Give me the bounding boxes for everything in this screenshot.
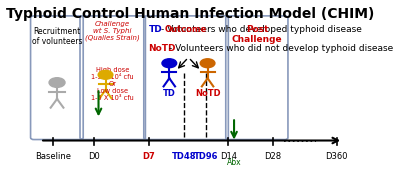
Text: NoTD: NoTD: [195, 89, 220, 98]
Text: Recruitment
of volunteers: Recruitment of volunteers: [32, 26, 82, 46]
Text: TD48: TD48: [172, 152, 196, 161]
Text: High dose
1-5 X 10⁴ cfu
Or
Low dose
1-5 X 10³ cfu: High dose 1-5 X 10⁴ cfu Or Low dose 1-5 …: [91, 67, 134, 101]
Text: TD96: TD96: [194, 152, 218, 161]
Text: Outcome: Outcome: [164, 24, 207, 34]
Text: D0: D0: [88, 152, 100, 161]
Text: Baseline: Baseline: [35, 152, 71, 161]
Circle shape: [162, 59, 177, 68]
Text: D360: D360: [326, 152, 348, 161]
Text: - Volunteers who developed typhoid disease: - Volunteers who developed typhoid disea…: [161, 24, 362, 34]
Text: Post
Challenge: Post Challenge: [232, 24, 282, 44]
Text: Challenge
wt S. Typhi
(Qualies Strain): Challenge wt S. Typhi (Qualies Strain): [85, 21, 140, 42]
Text: Typhoid Control Human Infection Model (CHIM): Typhoid Control Human Infection Model (C…: [6, 7, 374, 21]
Text: D28: D28: [264, 152, 282, 161]
Text: NoTD: NoTD: [148, 44, 176, 53]
Circle shape: [200, 59, 215, 68]
Circle shape: [98, 70, 113, 79]
Text: D14: D14: [220, 152, 237, 161]
Text: D7: D7: [142, 152, 155, 161]
Text: TD: TD: [163, 89, 176, 98]
Circle shape: [49, 78, 65, 87]
Text: TD: TD: [148, 24, 162, 34]
Text: Abx: Abx: [227, 158, 241, 167]
Text: - Volunteers who did not develop typhoid disease: - Volunteers who did not develop typhoid…: [169, 44, 394, 53]
